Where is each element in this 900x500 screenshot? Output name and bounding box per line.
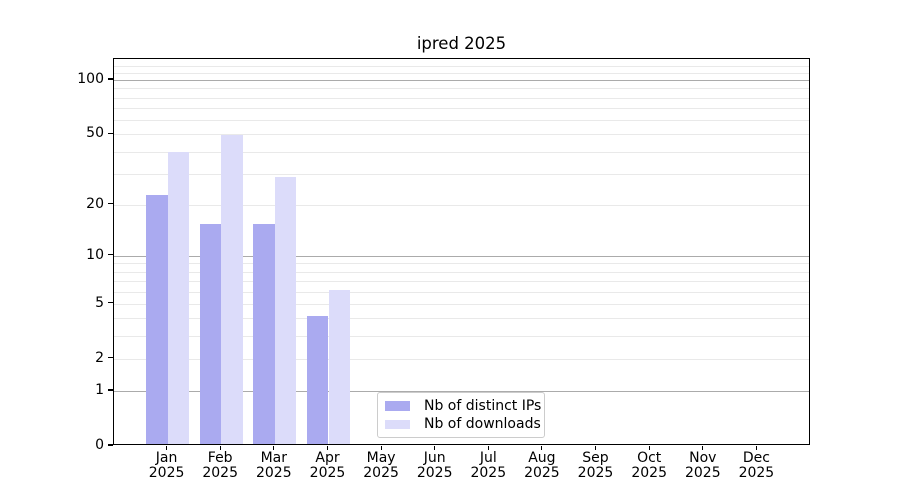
bar-downloads	[274, 177, 297, 444]
bar-distinct-ips	[253, 224, 275, 444]
x-tick	[541, 445, 543, 450]
chart-title: ipred 2025	[416, 34, 507, 53]
x-tick	[380, 445, 382, 450]
y-tick-label: 10	[86, 246, 104, 263]
gridline-minor	[114, 204, 809, 206]
y-tick-label: 50	[86, 125, 104, 142]
x-tick-label: Oct 2025	[631, 449, 667, 481]
legend-item-downloads: Nb of downloads	[384, 415, 541, 434]
legend: Nb of distinct IPs Nb of downloads	[377, 392, 545, 438]
gridline-minor	[114, 173, 809, 175]
gridline-minor	[114, 281, 809, 283]
x-tick	[487, 445, 489, 450]
gridline-major	[114, 391, 809, 392]
x-tick-label: Feb 2025	[202, 449, 238, 481]
legend-label-downloads: Nb of downloads	[424, 416, 541, 433]
x-tick-label: Dec 2025	[738, 449, 775, 481]
gridline-minor	[114, 291, 809, 293]
x-tick	[594, 445, 597, 450]
x-tick-label: Sep 2025	[577, 449, 614, 481]
gridline-minor	[114, 97, 809, 99]
y-tick-label: 5	[95, 294, 104, 311]
y-tick-label: 0	[95, 437, 104, 453]
gridline-minor	[114, 120, 809, 121]
legend-swatch-downloads	[385, 419, 410, 429]
x-tick	[326, 445, 329, 450]
gridline-minor	[114, 108, 809, 109]
gridline-minor	[114, 271, 809, 273]
bar-downloads	[167, 151, 189, 444]
y-tick	[108, 132, 113, 134]
bar-distinct-ips	[199, 224, 222, 444]
gridline-minor	[114, 88, 809, 90]
x-tick	[166, 445, 168, 450]
y-tick	[108, 203, 113, 205]
x-tick-label: Jan 2025	[148, 449, 185, 481]
x-tick	[648, 445, 650, 450]
gridline-minor	[114, 65, 809, 67]
plot-area	[113, 58, 810, 445]
y-tick-label: 2	[95, 349, 104, 366]
x-tick	[219, 445, 221, 450]
y-tick-label: 1	[95, 382, 104, 398]
gridline-minor	[114, 151, 809, 153]
x-tick-label: Jun 2025	[416, 449, 453, 481]
bar-distinct-ips	[146, 195, 168, 444]
gridline-minor	[114, 263, 809, 265]
x-tick-label: Aug 2025	[524, 449, 560, 481]
gridline-minor	[114, 318, 809, 320]
x-tick-label: Apr 2025	[309, 449, 346, 481]
x-tick-label: Mar 2025	[255, 449, 292, 481]
y-tick	[108, 444, 113, 446]
gridline-minor	[114, 358, 809, 360]
gridline-minor	[114, 134, 809, 136]
y-tick	[108, 389, 113, 391]
y-tick-label: 100	[77, 71, 104, 87]
x-tick	[273, 445, 275, 450]
y-tick	[108, 302, 113, 304]
gridline-minor	[114, 72, 809, 74]
bar-downloads	[328, 289, 350, 444]
gridline-major	[114, 255, 809, 257]
y-tick	[108, 357, 113, 359]
x-tick	[755, 445, 757, 450]
x-tick	[434, 445, 436, 450]
x-tick-label: Jul 2025	[470, 449, 507, 481]
y-tick	[108, 254, 113, 256]
legend-label-distinct-ips: Nb of distinct IPs	[424, 397, 542, 414]
y-tick	[108, 78, 113, 80]
gridline-major	[114, 80, 809, 81]
bar-distinct-ips	[307, 316, 329, 444]
gridline-minor	[114, 336, 809, 338]
x-tick-label: Nov 2025	[684, 449, 721, 481]
gridline-minor	[114, 303, 809, 305]
x-tick-label: May 2025	[363, 449, 399, 481]
legend-swatch-distinct-ips	[385, 401, 410, 411]
y-tick-label: 20	[86, 195, 104, 212]
x-tick	[702, 445, 704, 450]
bar-downloads	[221, 135, 243, 444]
legend-item-distinct-ips: Nb of distinct IPs	[384, 397, 542, 416]
